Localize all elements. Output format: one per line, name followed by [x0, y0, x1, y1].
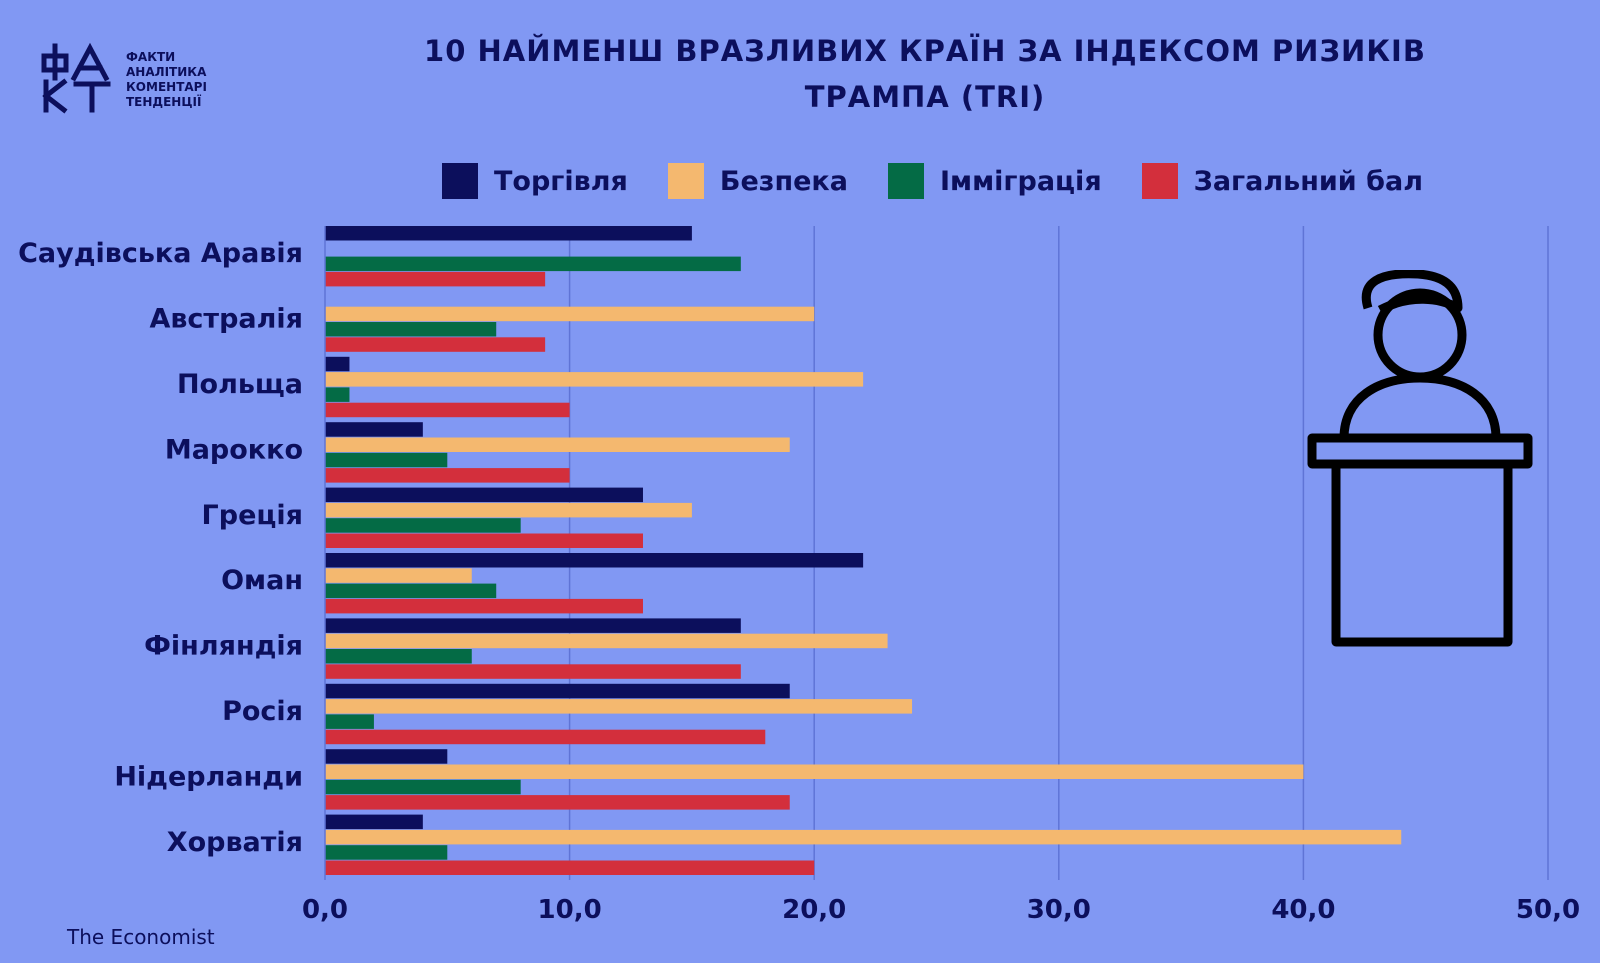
x-tick-label-3: 30,0 [1027, 895, 1091, 925]
bar-7-series-1 [325, 699, 913, 714]
bar-1-series-2 [325, 322, 497, 337]
bar-0-series-0 [325, 226, 692, 241]
legend-swatch-trade [442, 163, 478, 199]
x-tick-label-0: 0,0 [302, 895, 348, 925]
bar-7-series-3 [325, 729, 766, 745]
bar-1-series-3 [325, 337, 546, 352]
chart-title: 10 НАЙМЕНШ ВРАЗЛИВИХ КРАЇН ЗА ІНДЕКСОМ Р… [330, 28, 1520, 120]
bar-8-series-3 [325, 795, 790, 810]
bar-5-series-0 [325, 553, 864, 568]
bar-6-series-3 [325, 664, 741, 679]
bar-4-series-0 [325, 487, 643, 503]
legend-item-security: Безпека [667, 163, 848, 199]
bar-6-series-2 [325, 649, 472, 664]
x-tick-label-5: 50,0 [1516, 895, 1580, 925]
category-label-4: Греція [202, 500, 303, 531]
bar-0-series-2 [325, 256, 741, 272]
speaker-at-podium-icon [1307, 270, 1533, 647]
chart-title-line-1: 10 НАЙМЕНШ ВРАЗЛИВИХ КРАЇН ЗА ІНДЕКСОМ Р… [424, 34, 1426, 68]
logo-word-4: ТЕНДЕНЦІЇ [126, 95, 202, 109]
x-tick-label-4: 40,0 [1271, 895, 1335, 925]
logo-word-2: АНАЛІТИКА [126, 65, 207, 79]
legend-label-security: Безпека [719, 165, 848, 197]
logo-word-3: КОМЕНТАРІ [126, 80, 207, 94]
bar-5-series-2 [325, 583, 497, 599]
bar-5-series-1 [325, 568, 472, 583]
source-label: The Economist [67, 925, 215, 949]
category-label-2: Польща [177, 369, 303, 400]
bar-3-series-2 [325, 452, 448, 468]
bar-7-series-2 [325, 714, 374, 729]
bar-2-series-1 [325, 372, 864, 387]
bar-4-series-3 [325, 533, 643, 548]
bar-9-series-2 [325, 845, 448, 860]
bar-2-series-0 [325, 356, 350, 372]
bar-9-series-3 [325, 860, 815, 875]
bar-0-series-3 [325, 271, 546, 287]
legend-label-immigration: Імміграція [939, 165, 1102, 197]
legend-label-total: Загальний бал [1193, 165, 1423, 197]
category-label-0: Саудівська Аравія [18, 238, 303, 269]
bar-1-series-1 [325, 306, 815, 322]
legend-label-trade: Торгівля [494, 165, 628, 197]
category-label-5: Оман [221, 565, 303, 596]
fakt-logo-icon [41, 42, 111, 114]
chart-title-line-2: ТРАМПА (TRI) [804, 80, 1046, 114]
x-tick-label-1: 10,0 [538, 895, 602, 925]
category-label-8: Нідерланди [114, 761, 303, 792]
legend-item-total: Загальний бал [1141, 163, 1423, 199]
legend-item-immigration: Імміграція [887, 163, 1102, 199]
logo-word-1: ФАКТИ [126, 50, 176, 64]
category-label-6: Фінляндія [144, 631, 303, 662]
category-label-3: Марокко [165, 434, 303, 465]
bar-9-series-0 [325, 814, 423, 830]
legend-swatch-security [667, 163, 704, 199]
bar-4-series-1 [325, 502, 692, 518]
bar-3-series-0 [325, 422, 423, 437]
bar-7-series-0 [325, 683, 790, 699]
bar-3-series-3 [325, 468, 570, 483]
legend-swatch-immigration [887, 163, 924, 199]
bar-8-series-0 [325, 749, 448, 764]
bar-6-series-1 [325, 633, 888, 649]
bar-4-series-2 [325, 518, 521, 533]
x-tick-label-2: 20,0 [782, 895, 846, 925]
bar-2-series-3 [325, 402, 570, 418]
category-label-1: Австралія [149, 304, 303, 335]
bar-9-series-1 [325, 829, 1402, 845]
logo: ФАКТИ АНАЛІТИКА КОМЕНТАРІ ТЕНДЕНЦІЇ [40, 42, 230, 114]
legend-swatch-total [1141, 163, 1178, 199]
bar-3-series-1 [325, 437, 790, 452]
category-label-7: Росія [222, 696, 303, 727]
legend: Торгівля Безпека Імміграція Загальний ба… [442, 162, 1463, 200]
bar-6-series-0 [325, 618, 741, 633]
bar-8-series-1 [325, 764, 1304, 779]
legend-item-trade: Торгівля [442, 163, 628, 199]
bar-8-series-2 [325, 779, 521, 795]
bar-2-series-2 [325, 387, 350, 402]
category-label-9: Хорватія [167, 827, 303, 858]
bar-5-series-3 [325, 598, 643, 614]
